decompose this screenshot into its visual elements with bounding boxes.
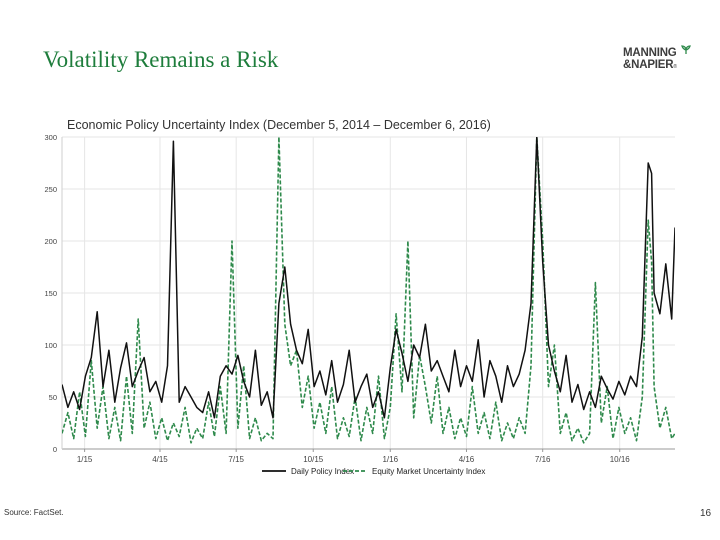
y-tick-label: 50	[49, 393, 57, 402]
logo-line1: MANNING	[623, 47, 677, 59]
series-equity-market-uncertainty	[62, 137, 675, 444]
logo-registered: ®	[673, 64, 677, 70]
source-note: Source: FactSet.	[4, 508, 64, 517]
leaf-icon	[681, 45, 691, 54]
legend-layer: Daily Policy Index Equity Market Uncertai…	[262, 467, 485, 476]
axis-layer: 0 50 100 150 200 250 300 1/15 4/15 7/15 10/15 1/16 4…	[44, 133, 675, 464]
legend-label-daily-policy: Daily Policy Index	[291, 467, 354, 476]
x-tick-label: 1/15	[77, 455, 93, 464]
slide-title: Volatility Remains a Risk	[43, 47, 279, 72]
y-tick-label: 250	[44, 185, 57, 194]
page-number: 16	[700, 508, 712, 519]
logo-line2-text: &NAPIER	[623, 59, 674, 71]
y-tick-label: 150	[44, 289, 57, 298]
x-tick-label: 7/15	[228, 455, 244, 464]
manning-napier-logo: MANNING &NAPIER®	[623, 45, 691, 73]
x-tick-label: 7/16	[535, 455, 551, 464]
y-tick-label: 200	[44, 237, 57, 246]
y-tick-label: 100	[44, 341, 57, 350]
series-daily-policy-index	[62, 137, 675, 419]
chart-title: Economic Policy Uncertainty Index (Decem…	[67, 118, 491, 132]
x-tick-label: 10/15	[303, 455, 324, 464]
legend-label-equity-market: Equity Market Uncertainty Index	[372, 467, 485, 476]
logo-line2: &NAPIER®	[623, 59, 691, 73]
x-tick-label: 1/16	[382, 455, 398, 464]
y-tick-label: 300	[44, 133, 57, 142]
x-tick-label: 4/16	[459, 455, 475, 464]
y-tick-label: 0	[53, 445, 57, 454]
grid-layer	[62, 136, 675, 450]
x-tick-label: 4/15	[152, 455, 168, 464]
x-tick-label: 10/16	[610, 455, 631, 464]
series-layer	[62, 137, 675, 444]
